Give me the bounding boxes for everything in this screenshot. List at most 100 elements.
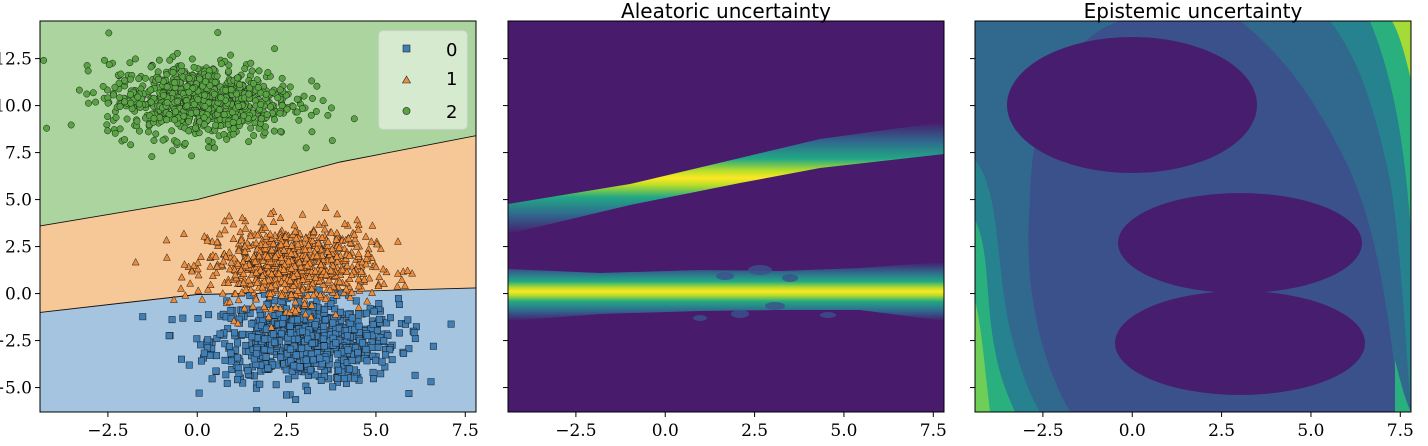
data-point-class-0 bbox=[352, 297, 360, 305]
x-tick-label: 0.0 bbox=[184, 421, 211, 441]
data-point-class-2 bbox=[286, 83, 294, 91]
data-point-class-2 bbox=[128, 105, 136, 113]
y-tick-label: −2.5 bbox=[0, 332, 32, 352]
epistemic-low-region-3 bbox=[1115, 291, 1365, 395]
data-point-class-1 bbox=[315, 220, 323, 228]
data-point-class-2 bbox=[173, 98, 181, 105]
data-point-class-0 bbox=[329, 319, 337, 327]
data-point-class-1 bbox=[197, 252, 205, 260]
data-point-class-1 bbox=[215, 229, 224, 238]
data-point-class-0 bbox=[359, 339, 366, 347]
data-point-class-1 bbox=[287, 264, 296, 272]
data-point-class-1 bbox=[203, 236, 212, 244]
data-point-class-1 bbox=[295, 257, 304, 266]
data-point-class-1 bbox=[316, 290, 325, 299]
data-point-class-1 bbox=[236, 227, 245, 236]
data-point-class-0 bbox=[411, 335, 419, 343]
data-point-class-1 bbox=[304, 240, 313, 249]
data-point-class-1 bbox=[345, 274, 354, 282]
data-point-class-2 bbox=[99, 82, 107, 90]
data-point-class-0 bbox=[286, 322, 294, 330]
data-point-class-2 bbox=[160, 91, 167, 99]
data-point-class-2 bbox=[111, 129, 119, 137]
data-point-class-0 bbox=[212, 367, 220, 375]
data-point-class-2 bbox=[350, 115, 358, 123]
data-point-class-2 bbox=[92, 98, 100, 106]
data-point-class-1 bbox=[324, 237, 333, 245]
data-point-class-0 bbox=[337, 308, 344, 316]
data-point-class-2 bbox=[194, 96, 202, 104]
data-point-class-1 bbox=[263, 252, 272, 260]
data-point-class-2 bbox=[214, 29, 222, 37]
data-point-class-1 bbox=[260, 302, 269, 311]
data-point-class-2 bbox=[110, 91, 117, 99]
data-point-class-2 bbox=[159, 136, 167, 144]
data-point-class-0 bbox=[395, 301, 403, 308]
data-point-class-0 bbox=[316, 354, 324, 362]
data-point-class-2 bbox=[150, 137, 158, 144]
data-point-class-0 bbox=[372, 356, 380, 364]
data-point-class-0 bbox=[368, 344, 376, 351]
data-point-class-1 bbox=[309, 290, 318, 299]
data-point-class-2 bbox=[116, 103, 124, 110]
data-point-class-1 bbox=[267, 323, 276, 331]
plot-frame bbox=[39, 20, 477, 413]
data-point-class-0 bbox=[320, 342, 328, 350]
data-point-class-1 bbox=[257, 217, 266, 226]
data-point-class-0 bbox=[139, 313, 147, 321]
data-point-class-2 bbox=[123, 115, 131, 123]
data-point-class-2 bbox=[201, 91, 209, 99]
data-point-class-0 bbox=[216, 330, 224, 338]
data-point-class-2 bbox=[152, 130, 160, 138]
data-point-class-1 bbox=[267, 282, 276, 290]
data-point-class-1 bbox=[263, 261, 272, 269]
data-point-class-0 bbox=[256, 380, 264, 388]
scatter-points bbox=[40, 29, 455, 412]
data-point-class-1 bbox=[256, 265, 265, 274]
data-point-class-2 bbox=[121, 136, 129, 144]
data-point-class-0 bbox=[193, 335, 201, 343]
data-point-class-1 bbox=[343, 261, 352, 269]
data-point-class-2 bbox=[283, 105, 291, 113]
data-point-class-1 bbox=[213, 262, 221, 270]
data-point-class-1 bbox=[234, 295, 243, 304]
data-point-class-0 bbox=[271, 338, 279, 346]
data-point-class-1 bbox=[258, 271, 267, 280]
data-point-class-0 bbox=[429, 342, 437, 350]
data-point-class-0 bbox=[355, 322, 363, 330]
data-point-class-1 bbox=[291, 226, 300, 235]
data-point-class-2 bbox=[217, 60, 225, 68]
data-point-class-2 bbox=[84, 67, 92, 75]
data-point-class-2 bbox=[105, 61, 113, 69]
data-point-class-0 bbox=[369, 375, 377, 383]
uncertainty-band-upper bbox=[508, 122, 944, 234]
data-point-class-0 bbox=[404, 316, 412, 324]
data-point-class-0 bbox=[405, 390, 413, 397]
data-point-class-2 bbox=[205, 144, 212, 151]
data-point-class-0 bbox=[195, 389, 203, 397]
data-point-class-2 bbox=[200, 120, 208, 128]
data-point-class-1 bbox=[213, 237, 222, 246]
data-point-class-0 bbox=[287, 329, 295, 337]
data-point-class-1 bbox=[318, 233, 327, 241]
data-point-class-0 bbox=[306, 366, 314, 374]
data-point-class-0 bbox=[299, 327, 306, 335]
data-point-class-1 bbox=[365, 273, 374, 282]
data-point-class-1 bbox=[328, 244, 337, 253]
data-point-class-2 bbox=[308, 128, 316, 136]
data-point-class-1 bbox=[303, 291, 312, 299]
data-point-class-1 bbox=[289, 272, 298, 280]
data-point-class-0 bbox=[411, 371, 419, 379]
data-point-class-0 bbox=[282, 366, 290, 374]
data-point-class-1 bbox=[294, 239, 302, 248]
data-point-class-2 bbox=[307, 111, 315, 119]
data-point-class-1 bbox=[208, 271, 217, 279]
data-point-class-1 bbox=[325, 275, 334, 284]
data-point-class-0 bbox=[369, 368, 377, 376]
data-point-class-1 bbox=[286, 276, 294, 284]
data-point-class-2 bbox=[211, 78, 219, 86]
data-point-class-2 bbox=[163, 116, 171, 124]
series-1-points bbox=[131, 203, 417, 331]
y-tick-label: 0.0 bbox=[5, 285, 32, 305]
